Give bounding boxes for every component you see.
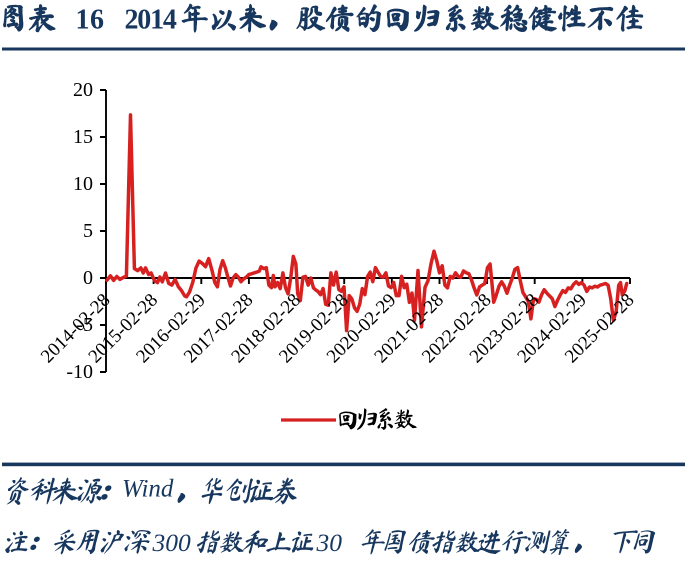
svg-text:-10: -10 [66,361,93,383]
svg-text:0: 0 [83,267,93,289]
svg-text:15: 15 [73,126,93,148]
svg-text:-5: -5 [76,314,93,336]
svg-text:5: 5 [83,220,93,242]
svg-text:20: 20 [73,79,93,101]
svg-text:300: 300 [152,528,192,557]
svg-text:10: 10 [73,173,93,195]
svg-text:2014: 2014 [125,4,177,35]
svg-text:16: 16 [76,4,105,35]
svg-text:30: 30 [316,528,343,557]
svg-text:Wind: Wind [122,476,174,503]
